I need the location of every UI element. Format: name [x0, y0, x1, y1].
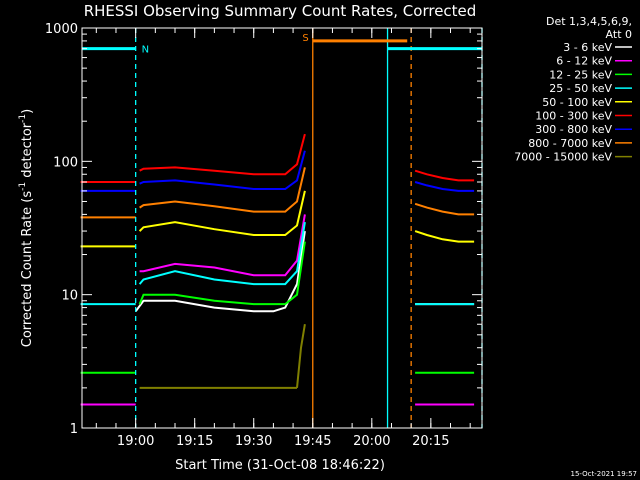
x-tick-label-2: 19:15	[176, 434, 213, 449]
chart-title: RHESSI Observing Summary Count Rates, Co…	[84, 2, 477, 20]
series-2-segment-2	[139, 214, 306, 277]
series-3	[80, 241, 475, 374]
flag-label-2: S	[302, 33, 308, 44]
series-4	[80, 221, 475, 306]
series-3-segment-2	[138, 241, 306, 306]
x-tick-label-3: 19:30	[235, 434, 272, 449]
series-6-segment-2	[139, 133, 306, 176]
plot-frame	[81, 27, 483, 429]
y-axis-label-sup1: -1	[18, 182, 28, 191]
y-axis-label-part1: Corrected Count Rate (s	[20, 191, 35, 348]
flag-label-1: N	[142, 45, 149, 56]
y-tick-label-1: 1	[70, 422, 78, 437]
series-4-segment-2	[138, 221, 306, 286]
series-5-segment-2	[138, 190, 306, 236]
legend-label-2: 6 - 12 keV	[556, 55, 612, 68]
series-2	[80, 214, 475, 406]
legend-label-7: 300 - 800 keV	[535, 123, 612, 136]
series-8-segment-2	[139, 167, 306, 213]
series-9	[139, 324, 306, 389]
y-axis-label-part3: )	[20, 109, 35, 114]
series-7-segment-3	[414, 181, 475, 192]
legend-label-5: 50 - 100 keV	[542, 96, 612, 109]
series-7	[80, 150, 475, 192]
series-8	[80, 167, 475, 219]
series-6	[80, 133, 475, 183]
legend-header-line1: Det 1,3,4,5,6,9,	[546, 15, 632, 28]
series-8-segment-3	[414, 202, 475, 216]
legend-header-line2: Att 0	[606, 28, 632, 41]
series-5-segment-3	[414, 230, 475, 243]
series-7-segment-2	[139, 150, 306, 190]
y-axis-label-part2: detector	[20, 122, 35, 182]
y-tick-label-4: 1000	[45, 22, 78, 37]
x-axis-label: Start Time (31-Oct-08 18:46:22)	[175, 458, 385, 473]
x-tick-label-1: 19:00	[117, 434, 154, 449]
legend-label-4: 25 - 50 keV	[549, 82, 612, 95]
series-layer	[80, 133, 475, 406]
legend-label-1: 3 - 6 keV	[563, 41, 612, 54]
legend-label-8: 800 - 7000 keV	[528, 137, 612, 150]
legend-label-9: 7000 - 15000 keV	[514, 151, 612, 164]
y-tick-label-2: 10	[61, 289, 78, 304]
y-tick-label-3: 100	[53, 155, 78, 170]
legend-label-6: 100 - 300 keV	[535, 110, 612, 123]
y-axis-label: Corrected Count Rate (s-1 detector-1)	[18, 109, 35, 347]
x-tick-label-4: 19:45	[294, 434, 331, 449]
y-axis: 1 10 100 1000	[45, 22, 482, 437]
series-9-segment-2	[296, 324, 306, 388]
x-tick-label-6: 20:15	[412, 434, 449, 449]
x-tick-label-5: 20:00	[353, 434, 390, 449]
footer-timestamp: 15-Oct-2021 19:57	[571, 470, 637, 478]
series-1-segment-1	[134, 230, 306, 313]
series-5	[80, 190, 475, 248]
legend-label-3: 12 - 25 keV	[549, 68, 612, 81]
x-axis: 19:00 19:15 19:30 19:45 20:00 20:15	[95, 28, 471, 449]
y-axis-label-sup2: -1	[18, 114, 28, 123]
series-6-segment-3	[414, 169, 475, 182]
